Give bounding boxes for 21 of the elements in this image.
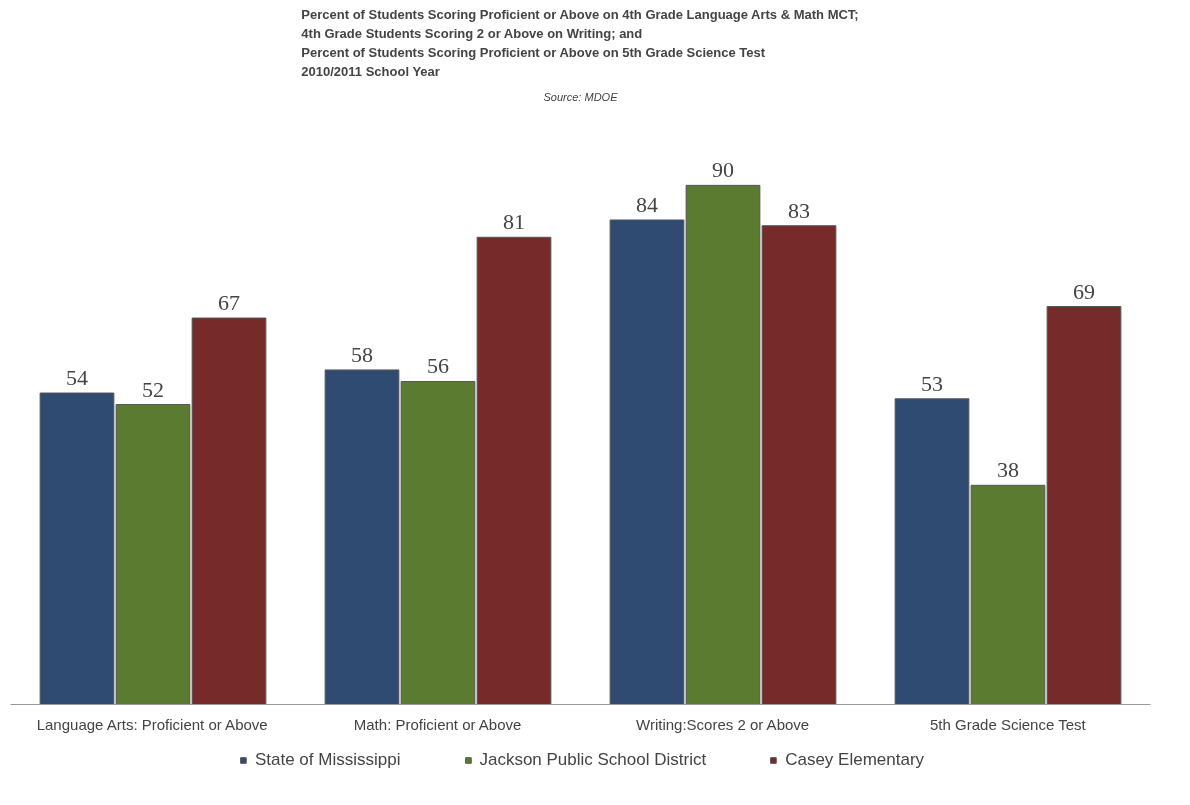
- data-label: 54: [66, 365, 88, 391]
- legend-label: Casey Elementary: [785, 750, 925, 770]
- data-label: 69: [1073, 278, 1095, 304]
- x-tick-label: Language Arts: Proficient or Above: [36, 715, 268, 733]
- chart-title: Percent of Students Scoring Proficient or Above on 4th Grade Language Arts & Math MCT; 4th Grade Students Scoring 2 or Above on Writing; and Percent of Students Scoring Proficient or Above on 5th Grade Science Test 2010/2011 School Year: [301, 7, 859, 79]
- x-tick-label: Math: Proficient or Above: [353, 715, 522, 733]
- data-label: 53: [921, 370, 943, 396]
- data-label: 83: [788, 197, 810, 223]
- data-label: 84: [636, 191, 658, 217]
- data-label: 81: [503, 209, 525, 235]
- data-label: 38: [997, 457, 1019, 483]
- data-label: 67: [218, 290, 240, 316]
- legend-label: State of Mississippi: [254, 750, 401, 770]
- x-tick-label: Writing:Scores 2 or Above: [636, 715, 810, 733]
- data-label: 58: [351, 341, 373, 367]
- source-note: Source: MDOE: [543, 90, 619, 103]
- data-label: 56: [427, 353, 449, 379]
- data-label: 52: [142, 376, 164, 402]
- x-tick-label: 5th Grade Science Test: [930, 715, 1087, 733]
- data-label: 90: [712, 157, 734, 183]
- legend-label: Jackson Public School District: [479, 750, 707, 770]
